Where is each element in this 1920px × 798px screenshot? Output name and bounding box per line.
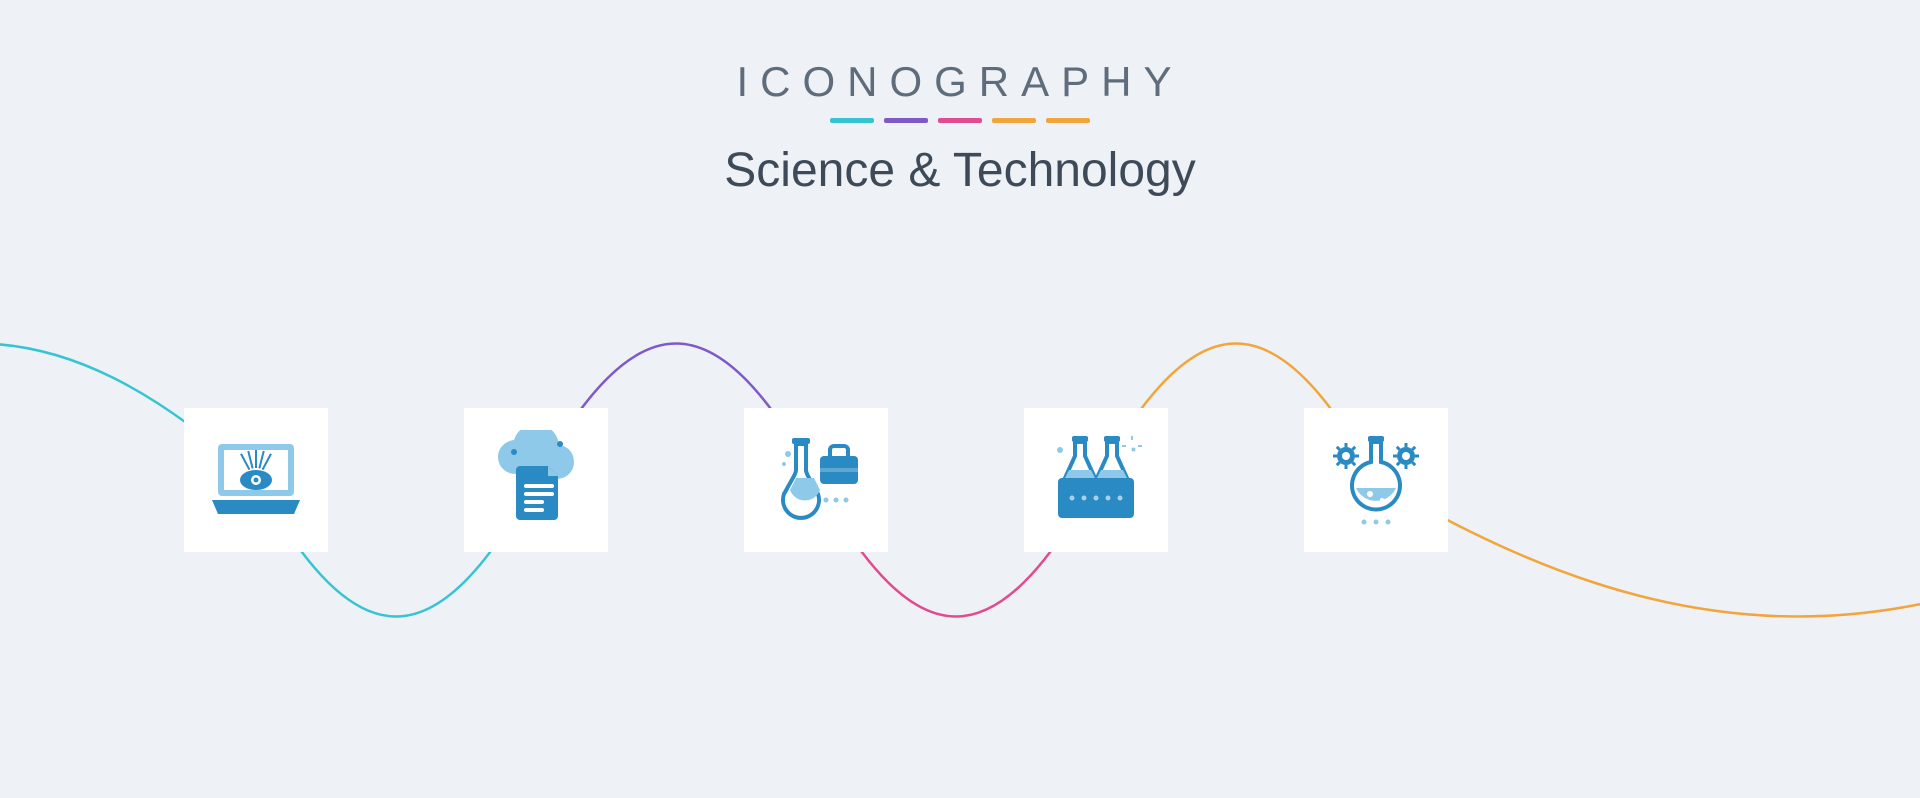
icon-tile bbox=[1024, 408, 1168, 552]
icon-tile bbox=[744, 408, 888, 552]
icon-tile bbox=[184, 408, 328, 552]
cloud-file-icon bbox=[486, 430, 586, 530]
header: ICONOGRAPHY Science & Technology bbox=[0, 58, 1920, 198]
underline-segment bbox=[992, 118, 1036, 123]
laptop-eye-icon bbox=[206, 430, 306, 530]
flask-briefcase-icon bbox=[766, 430, 866, 530]
subtitle: Science & Technology bbox=[0, 143, 1920, 198]
flasks-crate-icon bbox=[1046, 430, 1146, 530]
flask-gears-icon bbox=[1326, 430, 1426, 530]
underline-row bbox=[0, 118, 1920, 123]
infographic-canvas: ICONOGRAPHY Science & Technology bbox=[0, 0, 1920, 798]
underline-segment bbox=[884, 118, 928, 123]
underline-segment bbox=[830, 118, 874, 123]
icon-tile bbox=[464, 408, 608, 552]
logotype: ICONOGRAPHY bbox=[0, 58, 1920, 106]
underline-segment bbox=[938, 118, 982, 123]
icon-tile bbox=[1304, 408, 1448, 552]
underline-segment bbox=[1046, 118, 1090, 123]
